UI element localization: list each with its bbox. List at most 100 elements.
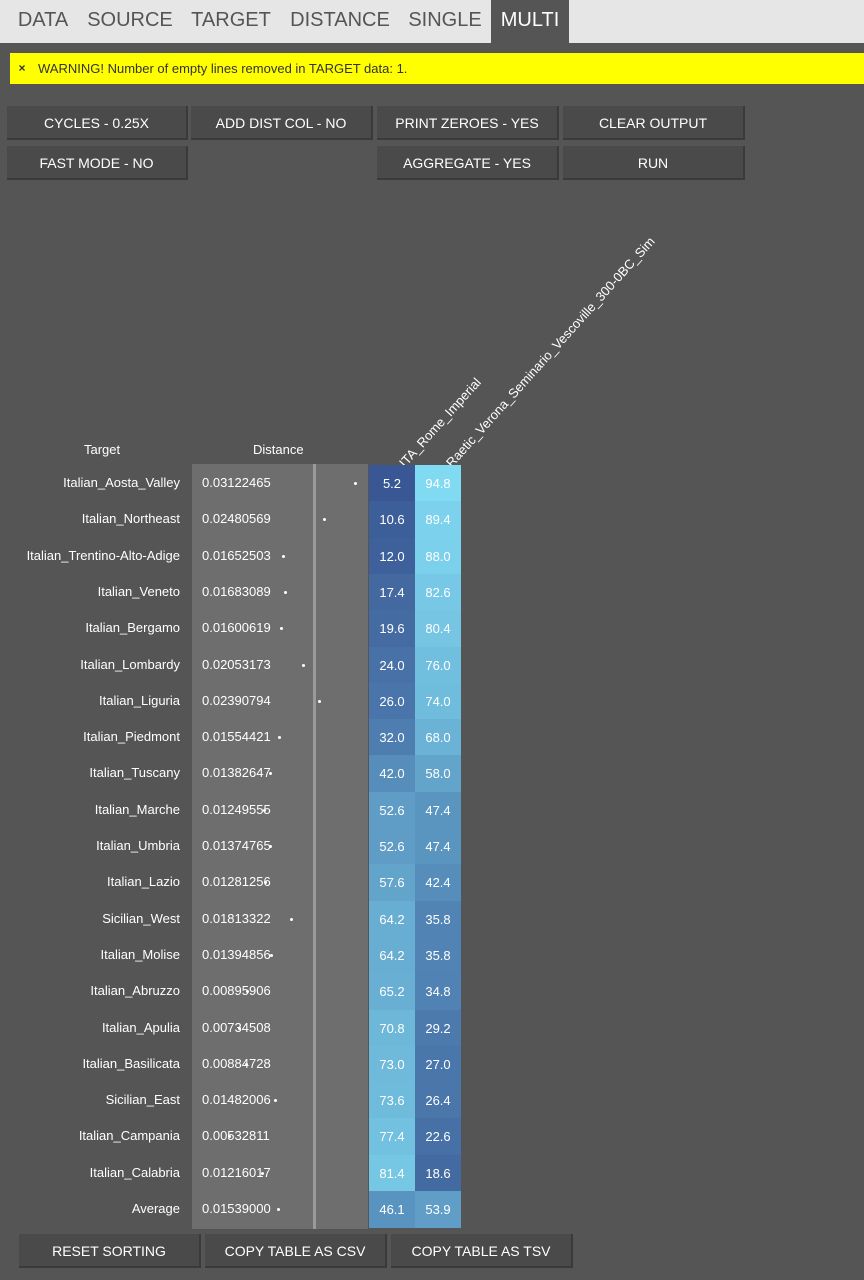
cell-ita-rome: 77.4 bbox=[369, 1118, 415, 1156]
cell-ita-rome: 81.4 bbox=[369, 1154, 415, 1192]
average-label: Average bbox=[131, 1201, 180, 1216]
row-target: Italian_Umbria bbox=[96, 838, 180, 853]
cell-ita-rome: 17.4 bbox=[369, 573, 415, 611]
row-distance: 0.02053173 bbox=[202, 656, 271, 672]
cell-raetic: 47.4 bbox=[415, 828, 461, 865]
cell-ita-rome: 19.6 bbox=[369, 610, 415, 648]
row-distance: 0.01652503 bbox=[202, 547, 271, 563]
tab-multi[interactable]: MULTI bbox=[491, 0, 569, 43]
row-distance: 0.00734508 bbox=[202, 1019, 271, 1035]
print-zeroes-button[interactable]: PRINT ZEROES - YES bbox=[377, 106, 559, 140]
row-distance: 0.03122465 bbox=[202, 475, 271, 490]
row-target: Italian_Lazio bbox=[107, 874, 180, 890]
header-raetic-verona[interactable]: Raetic_Verona_Seminario_Vescoville_300-0… bbox=[443, 233, 658, 471]
row-target: Italian_Aosta_Valley bbox=[63, 475, 180, 490]
warning-banner: × WARNING! Number of empty lines removed… bbox=[10, 53, 864, 84]
tab-single[interactable]: SINGLE bbox=[408, 9, 482, 31]
cell-ita-rome: 12.0 bbox=[369, 537, 415, 575]
cell-ita-rome: 57.6 bbox=[369, 864, 415, 902]
row-distance: 0.01554421 bbox=[202, 729, 271, 745]
cell-ita-rome: 64.2 bbox=[369, 936, 415, 974]
cell-raetic: 42.4 bbox=[415, 864, 461, 902]
row-distance: 0.01600619 bbox=[202, 620, 271, 636]
row-distance: 0.01394856 bbox=[202, 946, 271, 962]
fast-mode-button[interactable]: FAST MODE - NO bbox=[7, 146, 188, 180]
distance-marker bbox=[264, 881, 268, 885]
tab-distance[interactable]: DISTANCE bbox=[290, 9, 390, 31]
average-distance: 0.01539000 bbox=[202, 1201, 271, 1216]
row-target: Italian_Marche bbox=[94, 801, 180, 817]
distance-marker bbox=[227, 1135, 231, 1139]
cell-ita-rome: 64.2 bbox=[369, 900, 415, 938]
row-target: Sicilian_West bbox=[102, 910, 180, 926]
row-distance: 0.01216017 bbox=[202, 1164, 271, 1180]
header-distance[interactable]: Distance bbox=[253, 442, 304, 457]
distance-marker bbox=[261, 1171, 265, 1175]
row-target: Italian_Trentino-Alto-Adige bbox=[26, 547, 180, 563]
average-cell-raetic: 53.9 bbox=[415, 1191, 461, 1228]
cell-raetic: 27.0 bbox=[415, 1045, 461, 1083]
cell-raetic: 74.0 bbox=[415, 682, 461, 720]
row-distance: 0.01374765 bbox=[202, 838, 271, 853]
row-target: Italian_Calabria bbox=[89, 1164, 180, 1180]
cell-raetic: 35.8 bbox=[415, 936, 461, 974]
cell-raetic: 58.0 bbox=[415, 755, 461, 793]
distance-marker bbox=[269, 772, 273, 776]
cell-ita-rome: 26.0 bbox=[369, 682, 415, 720]
cell-raetic: 88.0 bbox=[415, 537, 461, 575]
row-distance: 0.00532811 bbox=[202, 1128, 270, 1144]
aggregate-button[interactable]: AGGREGATE - YES bbox=[377, 146, 559, 180]
tab-source[interactable]: SOURCE bbox=[87, 9, 173, 31]
run-button[interactable]: RUN bbox=[563, 146, 745, 180]
row-distance: 0.01249555 bbox=[202, 801, 271, 817]
cell-ita-rome: 52.6 bbox=[369, 828, 415, 865]
header-target[interactable]: Target bbox=[84, 442, 121, 457]
cell-ita-rome: 65.2 bbox=[369, 973, 415, 1011]
copy-tsv-button[interactable]: COPY TABLE AS TSV bbox=[391, 1234, 573, 1268]
distance-marker bbox=[282, 554, 286, 558]
row-target: Italian_Bergamo bbox=[85, 620, 180, 636]
cell-ita-rome: 24.0 bbox=[369, 646, 415, 684]
cycles-button[interactable]: CYCLES - 0.25X bbox=[7, 106, 188, 140]
cell-ita-rome: 73.6 bbox=[369, 1082, 415, 1120]
distance-marker bbox=[244, 1062, 248, 1066]
distance-marker bbox=[322, 518, 326, 522]
cell-raetic: 34.8 bbox=[415, 973, 461, 1011]
tab-bar: DATA SOURCE TARGET DISTANCE SINGLE MULTI bbox=[0, 0, 864, 43]
distance-marker bbox=[276, 1208, 280, 1211]
row-distance: 0.01281256 bbox=[202, 874, 271, 890]
distance-column bbox=[192, 464, 368, 1229]
reset-sorting-button[interactable]: RESET SORTING bbox=[19, 1234, 201, 1268]
cell-raetic: 80.4 bbox=[415, 610, 461, 648]
row-distance: 0.02390794 bbox=[202, 692, 271, 708]
cell-ita-rome: 32.0 bbox=[369, 719, 415, 757]
row-target: Italian_Abruzzo bbox=[90, 983, 180, 999]
row-target: Italian_Liguria bbox=[99, 692, 180, 708]
tab-target[interactable]: TARGET bbox=[191, 9, 271, 31]
distance-marker bbox=[353, 482, 357, 485]
cell-ita-rome: 52.6 bbox=[369, 791, 415, 829]
distance-marker bbox=[262, 808, 266, 812]
distance-marker bbox=[277, 736, 281, 740]
distance-marker bbox=[237, 1026, 241, 1030]
clear-output-button[interactable]: CLEAR OUTPUT bbox=[563, 106, 745, 140]
row-distance: 0.00884728 bbox=[202, 1055, 271, 1071]
distance-marker bbox=[274, 1099, 278, 1103]
copy-csv-button[interactable]: COPY TABLE AS CSV bbox=[205, 1234, 387, 1268]
cell-ita-rome: 10.6 bbox=[369, 501, 415, 539]
row-target: Italian_Campania bbox=[78, 1128, 180, 1144]
cell-ita-rome: 42.0 bbox=[369, 755, 415, 793]
row-target: Italian_Lombardy bbox=[80, 656, 180, 672]
row-target: Italian_Veneto bbox=[97, 583, 180, 599]
cell-raetic: 47.4 bbox=[415, 791, 461, 829]
average-cell-ita-rome: 46.1 bbox=[369, 1191, 415, 1228]
header-ita-rome-imperial[interactable]: ITA_Rome_Imperial bbox=[396, 374, 484, 471]
close-icon[interactable]: × bbox=[18, 61, 26, 75]
row-target: Italian_Molise bbox=[100, 946, 181, 962]
add-dist-col-button[interactable]: ADD DIST COL - NO bbox=[191, 106, 373, 140]
tab-data[interactable]: DATA bbox=[17, 9, 69, 31]
cell-raetic: 89.4 bbox=[415, 501, 461, 539]
row-distance: 0.01482006 bbox=[202, 1092, 271, 1108]
distance-marker bbox=[283, 590, 287, 594]
row-target: Italian_Basilicata bbox=[82, 1055, 180, 1071]
